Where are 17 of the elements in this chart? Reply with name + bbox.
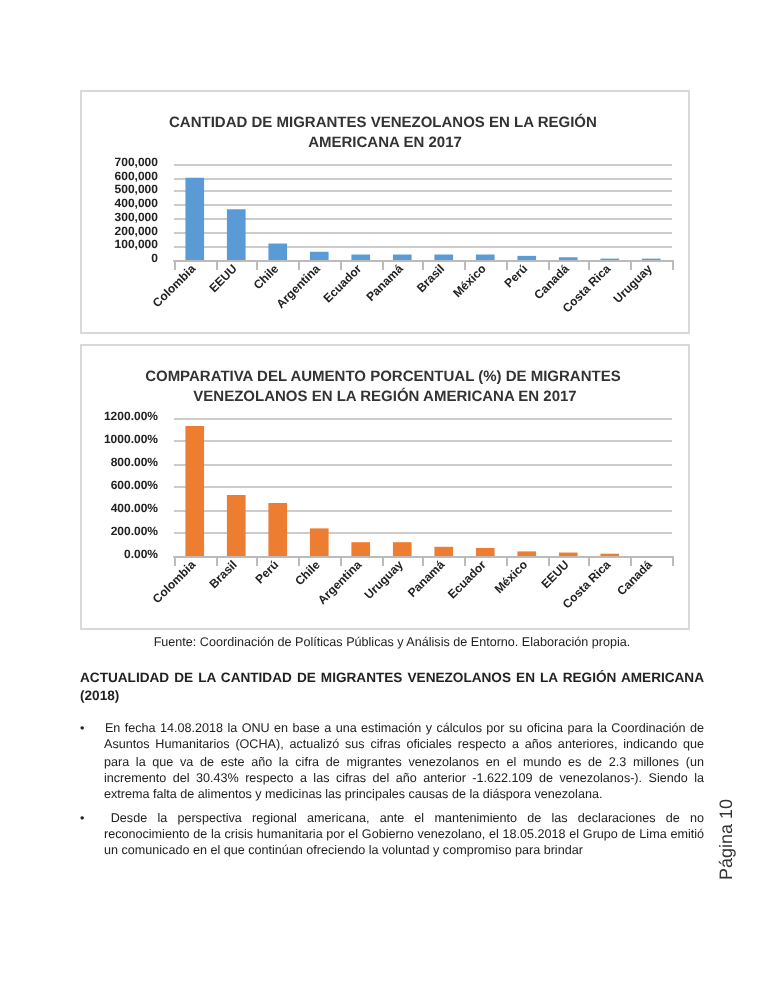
bar bbox=[475, 547, 495, 556]
bar bbox=[475, 254, 495, 260]
bar bbox=[434, 254, 454, 260]
bar bbox=[268, 503, 288, 556]
text: Página 10 bbox=[716, 798, 736, 880]
bar bbox=[351, 254, 371, 260]
bar bbox=[309, 251, 329, 260]
bar bbox=[185, 426, 205, 556]
bar bbox=[392, 542, 412, 556]
bar bbox=[268, 243, 288, 260]
bar bbox=[392, 254, 412, 260]
bar bbox=[309, 528, 329, 556]
bar bbox=[226, 209, 246, 260]
bar bbox=[226, 495, 246, 556]
bar bbox=[185, 177, 205, 260]
bar bbox=[351, 542, 371, 556]
bar bbox=[434, 546, 454, 556]
